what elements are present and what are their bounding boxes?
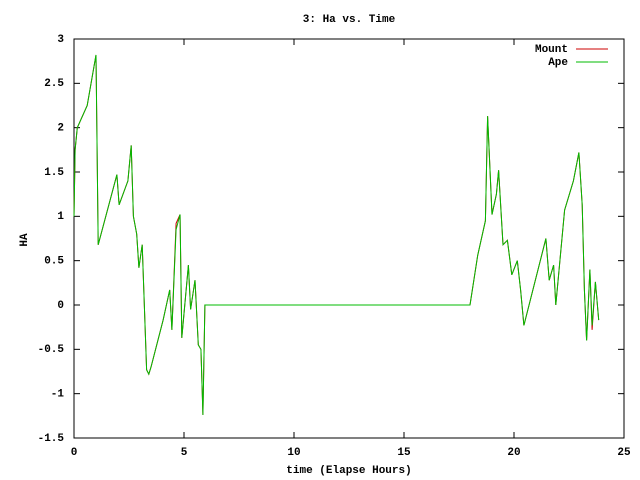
x-tick-label: 10 xyxy=(287,447,300,459)
x-axis-label: time (Elapse Hours) xyxy=(286,465,411,477)
x-tick-label: 20 xyxy=(507,447,520,459)
y-tick-label: -0.5 xyxy=(38,344,65,356)
y-tick-label: 0.5 xyxy=(44,256,64,268)
y-tick-label: -1.5 xyxy=(38,433,65,445)
x-tick-label: 5 xyxy=(181,447,188,459)
y-tick-label: 3 xyxy=(57,34,64,46)
x-tick-label: 25 xyxy=(617,447,631,459)
x-tick-label: 15 xyxy=(397,447,411,459)
y-tick-label: 1 xyxy=(57,211,64,223)
plot-frame xyxy=(73,38,625,439)
y-tick-label: 2.5 xyxy=(44,78,64,90)
y-tick-label: -1 xyxy=(51,389,65,401)
legend-label: Mount xyxy=(535,44,568,56)
y-tick-label: 1.5 xyxy=(44,167,64,179)
legend-label: Ape xyxy=(548,57,568,69)
y-tick-label: 2 xyxy=(57,123,64,135)
x-tick-label: 0 xyxy=(71,447,78,459)
y-tick-label: 0 xyxy=(57,300,64,312)
series-line xyxy=(73,54,600,415)
chart-title: 3: Ha vs. Time xyxy=(303,14,396,26)
y-axis-label: HA xyxy=(19,233,31,247)
